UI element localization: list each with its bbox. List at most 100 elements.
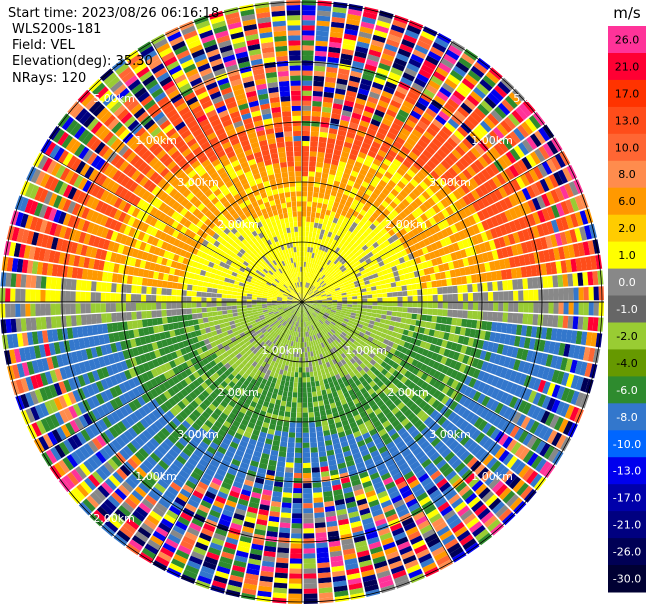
radar-gate [333, 1, 348, 9]
radar-gate [315, 349, 320, 356]
radar-gate [417, 302, 423, 308]
radar-gate [396, 85, 409, 96]
radar-gate [325, 515, 337, 523]
radar-gate [338, 523, 351, 531]
radar-gate [302, 342, 305, 348]
radar-gate [144, 543, 159, 555]
radar-gate [246, 568, 260, 576]
radar-gate [482, 75, 496, 88]
radar-gate [459, 420, 469, 431]
radar-gate [312, 287, 317, 292]
radar-gate [308, 331, 312, 337]
radar-gate [442, 53, 457, 65]
radar-gate [575, 257, 583, 272]
radar-gate [346, 460, 355, 467]
radar-gate [382, 293, 388, 298]
radar-gate [361, 325, 368, 331]
radar-gate [376, 223, 384, 231]
radar-gate [324, 246, 330, 253]
radar-gate [418, 240, 426, 249]
radar-gate [477, 393, 486, 405]
radar-gate [375, 565, 390, 574]
radar-gate [326, 338, 332, 344]
radar-gate [380, 314, 387, 320]
radar-gate [368, 499, 380, 508]
radar-gate [297, 402, 302, 408]
radar-gate [584, 362, 593, 378]
radar-gate [495, 214, 504, 226]
radar-gate [259, 383, 266, 390]
radar-gate [446, 181, 457, 192]
radar-gate [463, 217, 472, 228]
radar-gate [336, 219, 343, 226]
radar-gate [380, 361, 388, 368]
radar-gate [439, 462, 451, 474]
radar-gate [409, 325, 416, 332]
radar-gate [361, 308, 368, 312]
radar-gate [437, 382, 446, 392]
radar-gate [338, 272, 344, 278]
radar-gate [440, 356, 448, 365]
radar-gate [227, 468, 238, 476]
radar-gate [391, 122, 402, 132]
radar-gate [251, 455, 261, 463]
radar-gate [355, 286, 361, 291]
radar-gate [428, 141, 440, 152]
radar-gate [459, 450, 471, 462]
radar-gate [458, 172, 469, 183]
radar-gate [310, 293, 315, 297]
radar-gate [377, 166, 387, 175]
radar-gate [582, 241, 591, 256]
radar-gate [241, 457, 251, 465]
radar-gate [253, 374, 260, 381]
radar-gate [391, 419, 401, 428]
radar-gate [457, 285, 463, 293]
radar-gate [346, 367, 353, 374]
radar-gate [281, 326, 286, 332]
radar-gate [315, 293, 321, 297]
radar-gate [272, 597, 287, 604]
radar-gate [380, 162, 389, 171]
radar-gate [305, 305, 311, 309]
radar-gate [318, 374, 323, 381]
radar-gate [305, 262, 309, 268]
radar-gate [361, 337, 368, 343]
radar-gate [320, 239, 326, 246]
radar-gate [538, 145, 550, 160]
radar-gate [548, 288, 554, 301]
radar-gate [426, 335, 434, 344]
radar-gate [249, 389, 257, 397]
radar-gate [366, 128, 377, 136]
radar-gate [303, 292, 306, 298]
radar-gate [248, 558, 262, 566]
radar-gate [471, 444, 482, 456]
radar-gate [425, 274, 432, 282]
radar-gate [323, 264, 329, 270]
radar-gate [332, 6, 347, 14]
radar-gate [320, 336, 325, 343]
radar-gate [264, 540, 277, 548]
radar-gate [304, 342, 307, 348]
radar-gate [314, 517, 326, 524]
radar-gate [316, 296, 322, 299]
radar-gate [276, 329, 282, 335]
radar-gate [320, 229, 325, 235]
radar-gate [316, 298, 322, 301]
radar-gate [298, 311, 300, 317]
radar-gate [391, 234, 399, 242]
radar-gate [329, 550, 343, 558]
radar-gate [345, 313, 351, 318]
radar-gate [349, 284, 356, 289]
radar-gate [293, 315, 296, 321]
radar-gate [444, 170, 454, 181]
radar-gate [237, 498, 249, 507]
radar-gate [526, 185, 536, 199]
radar-gate [267, 428, 275, 435]
radar-gate [332, 318, 338, 322]
radar-gate [464, 266, 471, 275]
radar-gate [400, 76, 413, 87]
radar-gate [477, 419, 488, 432]
radar-gate [553, 288, 559, 301]
radar-gate [415, 101, 427, 112]
radar-gate [277, 352, 283, 359]
